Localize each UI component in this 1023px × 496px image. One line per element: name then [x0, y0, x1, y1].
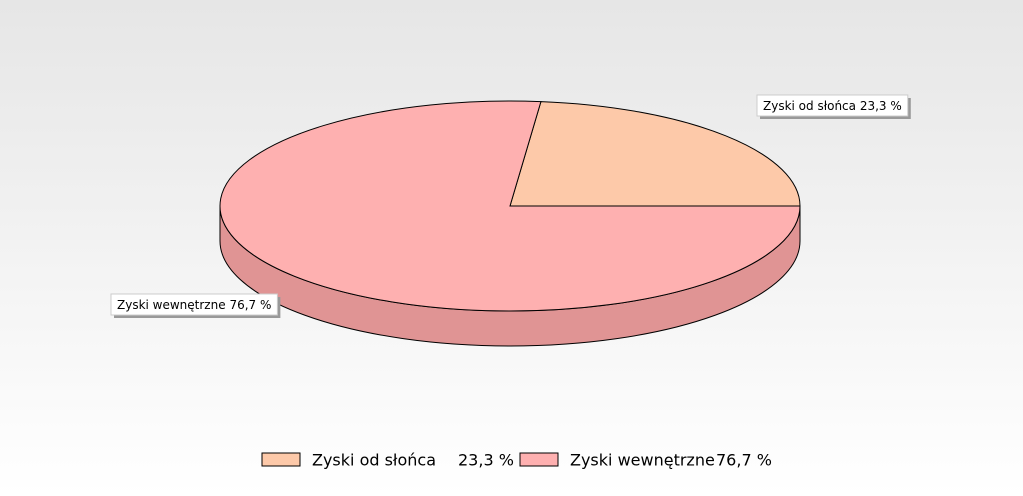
label-value: 23,3 % [860, 99, 902, 113]
legend-swatch [519, 452, 559, 467]
pie-slice [219, 100, 801, 312]
legend-swatch [261, 452, 301, 467]
label-value: 76,7 % [229, 298, 271, 312]
label-box [110, 293, 278, 316]
legend-value: 76,7 % [716, 451, 772, 470]
label-text: Zyski wewnętrzne 76,7 % [117, 298, 271, 312]
legend-value: 23,3 % [458, 451, 514, 470]
legend-label: Zyski od słońca [312, 451, 436, 470]
label-name: Zyski od słońca [763, 99, 856, 113]
legend: Zyski od słońca 23,3 % Zyski wewnętrzne 76,… [261, 451, 772, 470]
data-label: Zyski wewnętrzne 76,7 % [110, 293, 281, 318]
pie-slice [509, 101, 801, 207]
label-name: Zyski wewnętrzne [117, 298, 226, 312]
plot: Zyski od słońca 23,3 % Zyski wewnętrzne 7… [110, 94, 911, 347]
legend-label: Zyski wewnętrzne [570, 451, 715, 470]
label-text: Zyski od słońca 23,3 % [763, 99, 902, 113]
label-box [756, 94, 909, 117]
data-label: Zyski od słońca 23,3 % [756, 94, 911, 119]
